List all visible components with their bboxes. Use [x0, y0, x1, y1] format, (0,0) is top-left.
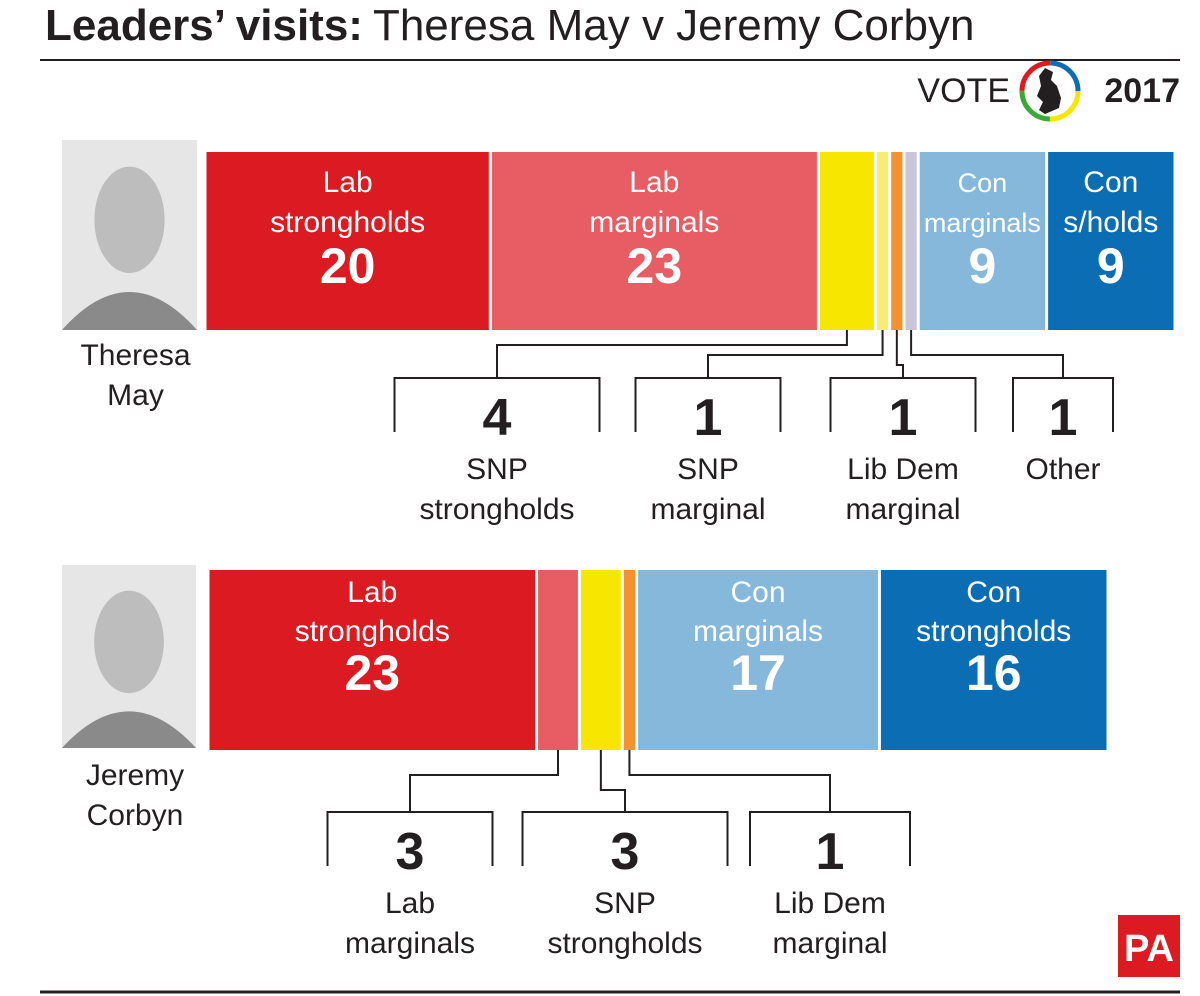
logo-map — [1037, 68, 1061, 114]
callout-label: Other — [1025, 453, 1100, 486]
callout-value: 3 — [396, 823, 425, 881]
bar-segment — [206, 152, 489, 330]
callout-bracket — [749, 811, 911, 866]
callout-bracket — [326, 811, 494, 866]
leader-name: Theresa May — [80, 339, 190, 412]
callout-label: SNP strongholds — [419, 453, 574, 526]
segment-label: Lab strongholds — [270, 166, 425, 239]
callout-bracket — [393, 377, 601, 432]
segment-label: Con strongholds — [916, 576, 1071, 648]
segment-label: Con marginals — [693, 576, 823, 648]
callout-connector — [599, 750, 626, 812]
callout-connector — [895, 330, 904, 378]
callout-value: 1 — [816, 823, 845, 881]
segment-value: 9 — [969, 238, 997, 294]
segment-value: 23 — [344, 645, 400, 701]
logo-vote: VOTE — [917, 72, 1010, 110]
bar-segment — [919, 152, 1046, 330]
bar-segment — [538, 570, 578, 750]
bar-segment — [1048, 152, 1174, 330]
callout-value: 1 — [889, 389, 918, 447]
callout-bracket — [521, 811, 729, 866]
credit: PA — [1124, 928, 1174, 970]
callout-label: Lib Dem marginal — [772, 887, 887, 960]
bar-segment — [491, 152, 817, 330]
title-main: Theresa May v Jeremy Corbyn — [373, 1, 975, 50]
logo-ring — [1019, 60, 1081, 122]
title: Leaders’ visits: Theresa May v Jeremy Cor… — [45, 1, 974, 50]
callout-label: SNP marginal — [650, 453, 765, 526]
callout-connector — [628, 750, 831, 812]
bar-segment — [876, 152, 889, 330]
leader-photo-body — [62, 711, 196, 748]
callout-bracket — [829, 377, 977, 432]
bar-segment — [580, 570, 621, 750]
logo-mark — [1019, 60, 1081, 122]
logo-ring — [1019, 60, 1081, 122]
bar-segment — [819, 152, 874, 330]
segment-value: 23 — [627, 238, 683, 294]
bar-segment — [623, 570, 636, 750]
bar-segment — [891, 152, 903, 330]
bar-segment — [209, 570, 536, 750]
callout-connector — [409, 750, 559, 812]
segment-label: Lab strongholds — [295, 576, 450, 648]
bar-segment — [905, 152, 917, 330]
callout-bracket — [634, 377, 782, 432]
leader-photo-head — [94, 166, 165, 273]
callout-bracket — [1012, 377, 1114, 432]
callout-label: Lab marginals — [345, 887, 475, 960]
bar-segment — [638, 570, 878, 750]
logo-ring — [1019, 60, 1081, 122]
callout-connector — [496, 330, 848, 378]
segment-label: Con marginals — [924, 168, 1041, 238]
callout-label: Lib Dem marginal — [845, 453, 960, 526]
segment-label: Lab marginals — [589, 166, 719, 239]
leader-photo-body — [62, 292, 197, 330]
credit-box — [1118, 915, 1180, 977]
callout-value: 1 — [694, 389, 723, 447]
callout-value: 1 — [1049, 389, 1078, 447]
callout-connector — [910, 330, 1064, 378]
segment-value: 16 — [966, 645, 1022, 701]
title-bold: Leaders’ visits: — [45, 1, 363, 50]
segment-label: Con s/holds — [1063, 166, 1158, 239]
bar-segment — [880, 570, 1107, 750]
callout-label: SNP strongholds — [547, 887, 702, 960]
leader-photo-head — [94, 590, 164, 694]
logo-year: 2017 — [1104, 72, 1180, 110]
leader-name: Jeremy Corbyn — [86, 759, 184, 832]
segment-value: 20 — [320, 238, 376, 294]
callout-value: 4 — [483, 389, 512, 447]
callout-value: 3 — [611, 823, 640, 881]
callout-connector — [707, 330, 884, 378]
segment-value: 17 — [730, 645, 786, 701]
segment-value: 9 — [1097, 238, 1125, 294]
